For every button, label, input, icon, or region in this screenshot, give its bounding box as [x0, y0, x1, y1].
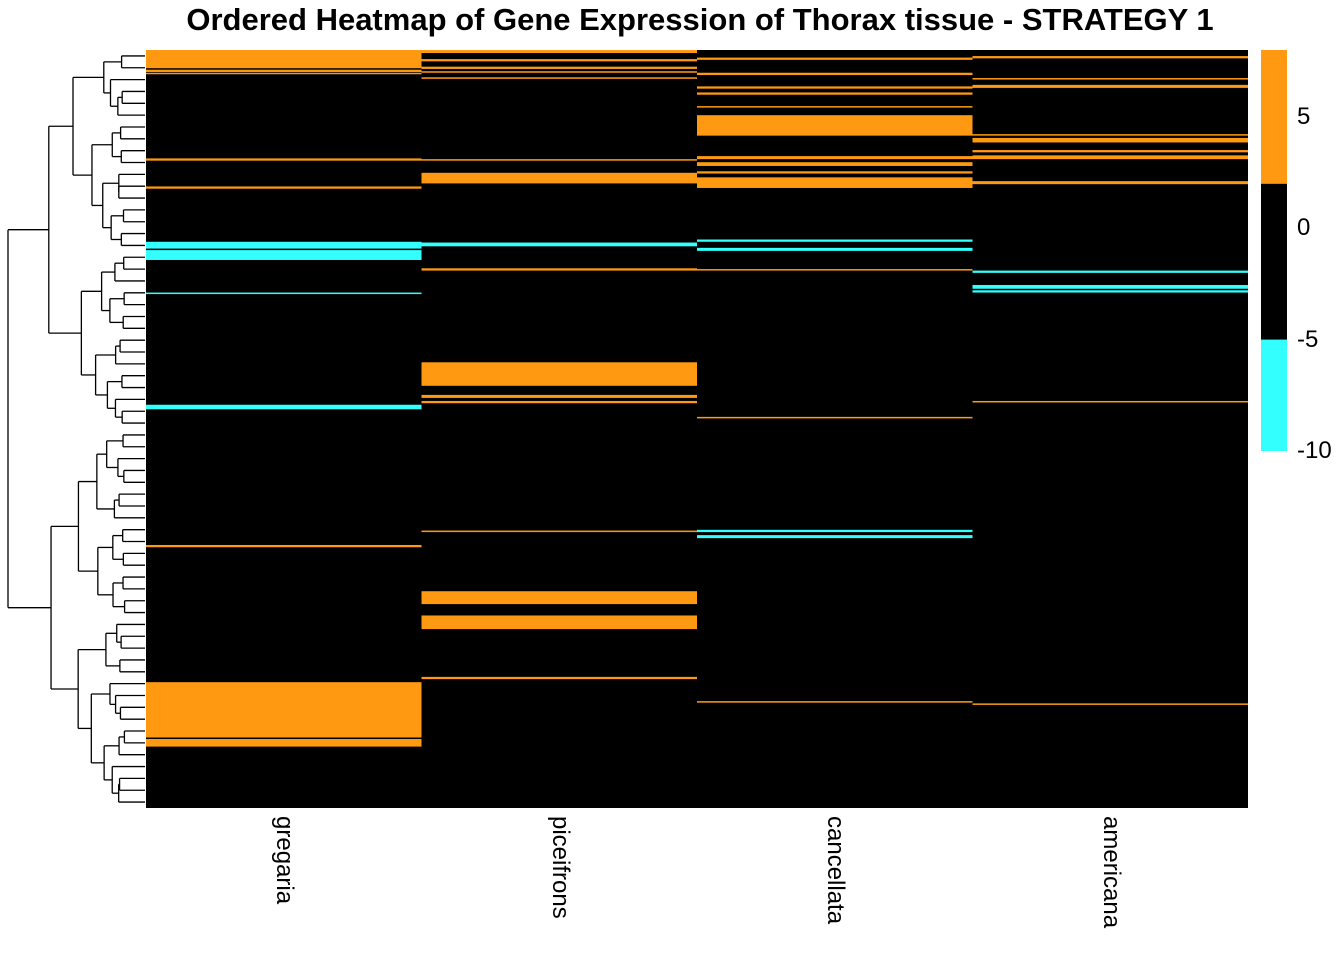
color-legend-bar [1261, 50, 1287, 451]
heatmap-cell-piceifrons [421, 66, 697, 69]
heatmap-cell-gregaria [146, 241, 422, 249]
heatmap-cell-cancellata [697, 115, 973, 136]
heatmap-cell-americana [972, 181, 1248, 185]
heatmap-cell-cancellata [697, 156, 973, 160]
heatmap-cells [146, 50, 1248, 747]
heatmap-cell-piceifrons [421, 242, 697, 247]
heatmap-cell-piceifrons [421, 400, 697, 404]
heatmap-cell-gregaria [146, 544, 422, 548]
heatmap-cell-gregaria [146, 404, 422, 410]
heatmap-cell-gregaria [146, 158, 422, 161]
heatmap-cell-americana [972, 78, 1248, 80]
chart-title: Ordered Heatmap of Gene Expression of Th… [186, 2, 1214, 37]
heatmap-cell-gregaria [146, 72, 422, 75]
heatmap-cell-gregaria [146, 250, 422, 260]
heatmap-cell-gregaria [146, 292, 422, 295]
heatmap-cell-americana [972, 134, 1248, 136]
heatmap-cell-piceifrons [421, 71, 697, 73]
heatmap-cell-piceifrons [421, 159, 697, 161]
heatmap-cell-piceifrons [421, 530, 697, 533]
heatmap-cell-americana [972, 400, 1248, 403]
heatmap-cell-americana [972, 290, 1248, 293]
heatmap-cell-piceifrons [421, 676, 697, 680]
heatmap-cell-americana [972, 155, 1248, 160]
legend-swatch-1 [1261, 183, 1287, 340]
heatmap-cell-piceifrons [421, 615, 697, 630]
heatmap-cell-gregaria [146, 69, 422, 72]
heatmap-cell-cancellata [697, 171, 973, 174]
heatmap-cell-americana [972, 270, 1248, 273]
heatmap-cell-americana [972, 137, 1248, 143]
heatmap-cell-cancellata [697, 86, 973, 89]
heatmap-cell-piceifrons [421, 50, 697, 54]
heatmap-cell-gregaria [146, 186, 422, 189]
legend-swatch-2 [1261, 50, 1287, 184]
legend-tick-5: 5 [1297, 102, 1311, 130]
heatmap-cell-cancellata [697, 416, 973, 419]
column-label-americana: americana [1098, 816, 1125, 929]
legend-tick-minus-5: -5 [1297, 325, 1319, 353]
legend-tick-minus-10: -10 [1297, 437, 1332, 464]
heatmap-cell-piceifrons [421, 172, 697, 184]
heatmap-cell-cancellata [697, 106, 973, 108]
heatmap-cell-piceifrons [421, 59, 697, 62]
heatmap-cell-cancellata [697, 162, 973, 166]
heatmap-cell-piceifrons [421, 591, 697, 605]
heatmap-cell-americana [972, 150, 1248, 153]
heatmap-cell-cancellata [697, 72, 973, 76]
heatmap-cell-cancellata [697, 247, 973, 251]
column-label-cancellata: cancellata [822, 816, 849, 925]
legend-swatch-0 [1261, 339, 1287, 451]
heatmap-cell-cancellata [697, 92, 973, 95]
heatmap-cell-cancellata [697, 535, 973, 539]
row-dendrogram [7, 55, 145, 803]
heatmap-cell-americana [972, 84, 1248, 88]
heatmap-cell-piceifrons [421, 77, 697, 79]
heatmap-cell-americana [972, 56, 1248, 59]
heatmap-cell-americana [972, 284, 1248, 289]
heatmap-cell-americana [972, 703, 1248, 705]
heatmap-cell-piceifrons [421, 268, 697, 271]
legend-tick-0: 0 [1297, 214, 1311, 242]
heatmap-cell-gregaria [146, 739, 422, 747]
heatmap-cell-cancellata [697, 269, 973, 271]
heatmap-cell-gregaria [146, 50, 422, 69]
heatmap-cell-piceifrons [421, 394, 697, 398]
heatmap-cell-cancellata [697, 177, 973, 188]
heatmap-cell-cancellata [697, 529, 973, 533]
heatmap-cell-gregaria [146, 682, 422, 738]
column-label-gregaria: gregaria [271, 816, 298, 905]
heatmap-cell-cancellata [697, 57, 973, 60]
heatmap-cell-cancellata [697, 701, 973, 703]
column-label-piceifrons: piceifrons [547, 816, 574, 919]
heatmap-cell-cancellata [697, 239, 973, 242]
heatmap-cell-piceifrons [421, 362, 697, 386]
